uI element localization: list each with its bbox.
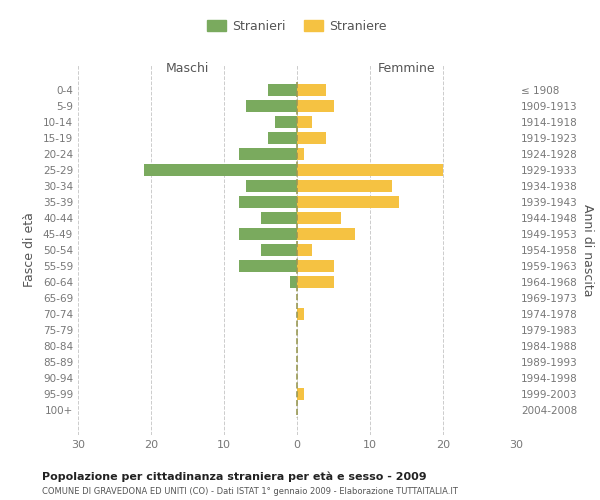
Bar (246, 100, 297, 112)
Bar (297, 100, 334, 112)
Bar (297, 148, 304, 160)
Bar (239, 260, 297, 272)
Text: Popolazione per cittadinanza straniera per età e sesso - 2009: Popolazione per cittadinanza straniera p… (42, 472, 427, 482)
Bar (297, 212, 341, 224)
Bar (297, 84, 326, 96)
Y-axis label: Fasce di età: Fasce di età (23, 212, 36, 288)
Bar (275, 116, 297, 128)
Bar (260, 212, 297, 224)
Bar (290, 276, 297, 288)
Bar (268, 132, 297, 144)
Bar (239, 196, 297, 208)
Bar (239, 228, 297, 240)
Text: Femmine: Femmine (377, 62, 436, 76)
Bar (297, 276, 334, 288)
Bar (297, 260, 334, 272)
Y-axis label: Anni di nascita: Anni di nascita (581, 204, 594, 296)
Bar (297, 388, 304, 400)
Bar (260, 244, 297, 256)
Bar (144, 164, 297, 176)
Bar (246, 180, 297, 192)
Bar (268, 84, 297, 96)
Bar (297, 116, 311, 128)
Bar (297, 228, 355, 240)
Legend: Stranieri, Straniere: Stranieri, Straniere (203, 16, 391, 36)
Bar (297, 164, 443, 176)
Bar (297, 132, 326, 144)
Bar (297, 196, 399, 208)
Text: COMUNE DI GRAVEDONA ED UNITI (CO) - Dati ISTAT 1° gennaio 2009 - Elaborazione TU: COMUNE DI GRAVEDONA ED UNITI (CO) - Dati… (42, 486, 458, 496)
Bar (239, 148, 297, 160)
Bar (297, 244, 311, 256)
Bar (297, 180, 392, 192)
Text: Maschi: Maschi (166, 62, 209, 76)
Bar (297, 308, 304, 320)
